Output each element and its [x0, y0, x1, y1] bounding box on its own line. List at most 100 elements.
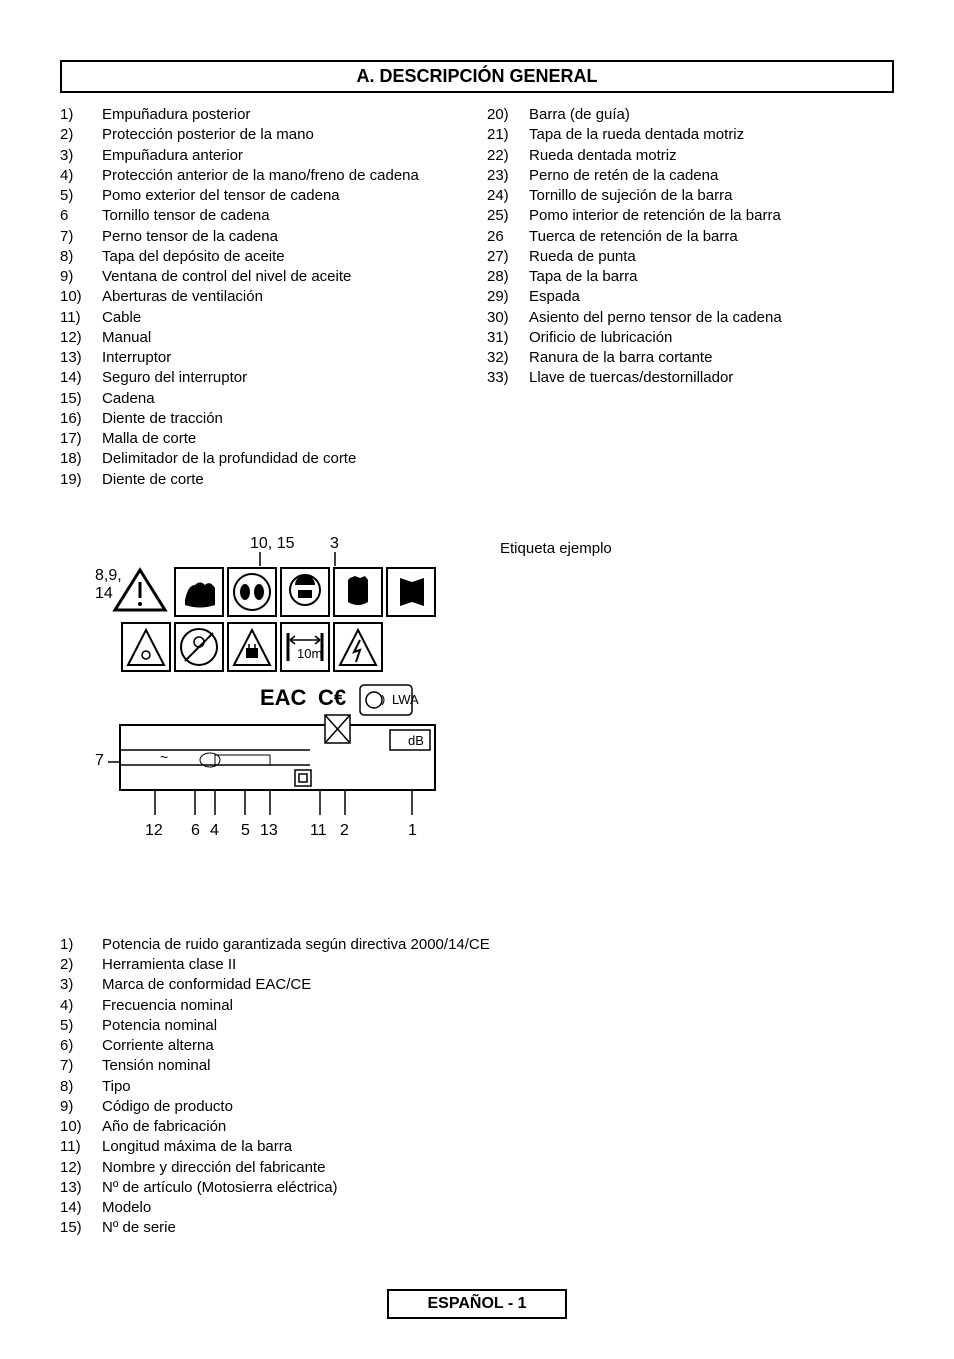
- callout-1: 1: [408, 822, 417, 839]
- list-item-number: 5): [60, 186, 102, 206]
- list-item-text: Tornillo tensor de cadena: [102, 206, 467, 226]
- list-item-text: Rueda dentada motriz: [529, 146, 894, 166]
- main-list-right: 20)Barra (de guía)21)Tapa de la rueda de…: [487, 105, 894, 490]
- list-item: 3)Marca de conformidad EAC/CE: [60, 975, 894, 995]
- list-item-number: 9): [60, 267, 102, 287]
- list-item-text: Cadena: [102, 389, 467, 409]
- callout-14: 14: [95, 585, 113, 602]
- label-list: 1)Potencia de ruido garantizada según di…: [60, 935, 894, 1239]
- diagram-section: 10, 15 3 8,9, 14 7: [60, 530, 894, 875]
- list-item-text: Espada: [529, 287, 894, 307]
- list-item-number: 5): [60, 1016, 102, 1036]
- list-item: 21)Tapa de la rueda dentada motriz: [487, 125, 894, 145]
- ac-tilde-icon: ~: [160, 749, 168, 765]
- callout-8914: 8,9,: [95, 567, 122, 584]
- list-item-text: Ventana de control del nivel de aceite: [102, 267, 467, 287]
- list-item: 30)Asiento del perno tensor de la cadena: [487, 308, 894, 328]
- list-item-text: Modelo: [102, 1198, 894, 1218]
- list-item-text: Delimitador de la profundidad de corte: [102, 449, 467, 469]
- list-item-number: 7): [60, 1056, 102, 1076]
- list-item: 15)Nº de serie: [60, 1218, 894, 1238]
- label-db: dB: [408, 733, 424, 748]
- list-item: 12)Nombre y dirección del fabricante: [60, 1158, 894, 1178]
- list-item-number: 6: [60, 206, 102, 226]
- list-item: 8)Tipo: [60, 1077, 894, 1097]
- list-item-number: 23): [487, 166, 529, 186]
- list-item-number: 27): [487, 247, 529, 267]
- label-ce: C€: [318, 685, 346, 710]
- list-item: 23)Perno de retén de la cadena: [487, 166, 894, 186]
- list-item: 26Tuerca de retención de la barra: [487, 227, 894, 247]
- list-item: 14)Seguro del interruptor: [60, 368, 467, 388]
- list-item-number: 16): [60, 409, 102, 429]
- list-item-text: Seguro del interruptor: [102, 368, 467, 388]
- list-item-text: Manual: [102, 328, 467, 348]
- icon-row-1: [175, 568, 435, 616]
- list-item-text: Herramienta clase II: [102, 955, 894, 975]
- list-item-text: Corriente alterna: [102, 1036, 894, 1056]
- callout-6: 6: [191, 822, 200, 839]
- list-item-text: Nombre y dirección del fabricante: [102, 1158, 894, 1178]
- list-item-number: 2): [60, 125, 102, 145]
- list-item-number: 21): [487, 125, 529, 145]
- list-item: 8)Tapa del depósito de aceite: [60, 247, 467, 267]
- callout-top: 10, 15: [250, 535, 295, 552]
- list-item: 11)Cable: [60, 308, 467, 328]
- main-list-left: 1)Empuñadura posterior2)Protección poste…: [60, 105, 467, 490]
- list-item-number: 19): [60, 470, 102, 490]
- list-item: 13)Interruptor: [60, 348, 467, 368]
- list-item-number: 14): [60, 368, 102, 388]
- list-item-number: 12): [60, 328, 102, 348]
- list-item-number: 8): [60, 1077, 102, 1097]
- list-item-text: Pomo exterior del tensor de cadena: [102, 186, 467, 206]
- list-item-number: 30): [487, 308, 529, 328]
- list-item-text: Tuerca de retención de la barra: [529, 227, 894, 247]
- list-item: 22)Rueda dentada motriz: [487, 146, 894, 166]
- list-item-number: 20): [487, 105, 529, 125]
- list-item-text: Aberturas de ventilación: [102, 287, 467, 307]
- list-item-text: Longitud máxima de la barra: [102, 1137, 894, 1157]
- list-item-number: 33): [487, 368, 529, 388]
- label-eac: EAC: [260, 685, 307, 710]
- list-item: 6)Corriente alterna: [60, 1036, 894, 1056]
- callout-7: 7: [95, 752, 104, 769]
- list-item-number: 25): [487, 206, 529, 226]
- icon-row-2: 10m: [122, 623, 382, 671]
- list-item-number: 4): [60, 166, 102, 186]
- list-item: 1)Empuñadura posterior: [60, 105, 467, 125]
- list-item: 5)Pomo exterior del tensor de cadena: [60, 186, 467, 206]
- list-item: 9)Ventana de control del nivel de aceite: [60, 267, 467, 287]
- warning-triangle-icon: [115, 570, 165, 610]
- list-item: 29)Espada: [487, 287, 894, 307]
- list-item-text: Orificio de lubricación: [529, 328, 894, 348]
- list-item-text: Empuñadura anterior: [102, 146, 467, 166]
- list-item-text: Malla de corte: [102, 429, 467, 449]
- list-item: 24)Tornillo de sujeción de la barra: [487, 186, 894, 206]
- list-item: 4)Protección anterior de la mano/freno d…: [60, 166, 467, 186]
- callout-12: 12: [145, 822, 163, 839]
- list-item: 19)Diente de corte: [60, 470, 467, 490]
- list-item-text: Potencia nominal: [102, 1016, 894, 1036]
- list-item-number: 10): [60, 1117, 102, 1137]
- list-item: 20)Barra (de guía): [487, 105, 894, 125]
- list-item-text: Tipo: [102, 1077, 894, 1097]
- list-item: 10)Año de fabricación: [60, 1117, 894, 1137]
- list-item-number: 10): [60, 287, 102, 307]
- list-item-text: Protección posterior de la mano: [102, 125, 467, 145]
- list-item-number: 18): [60, 449, 102, 469]
- callout-11: 11: [310, 822, 327, 839]
- list-item-number: 26: [487, 227, 529, 247]
- list-item: 13)Nº de artículo (Motosierra eléctrica): [60, 1178, 894, 1198]
- list-item-text: Código de producto: [102, 1097, 894, 1117]
- list-item-number: 1): [60, 105, 102, 125]
- list-item-number: 13): [60, 1178, 102, 1198]
- list-item-number: 11): [60, 308, 102, 328]
- list-item-text: Protección anterior de la mano/freno de …: [102, 166, 467, 186]
- eac-ce-row: EAC C€ LWA: [260, 685, 419, 715]
- section-header: A. DESCRIPCIÓN GENERAL: [60, 60, 894, 93]
- callout-13: 13: [260, 822, 278, 839]
- list-item-text: Empuñadura posterior: [102, 105, 467, 125]
- list-item-number: 4): [60, 996, 102, 1016]
- list-item-text: Tapa del depósito de aceite: [102, 247, 467, 267]
- list-item-text: Tapa de la barra: [529, 267, 894, 287]
